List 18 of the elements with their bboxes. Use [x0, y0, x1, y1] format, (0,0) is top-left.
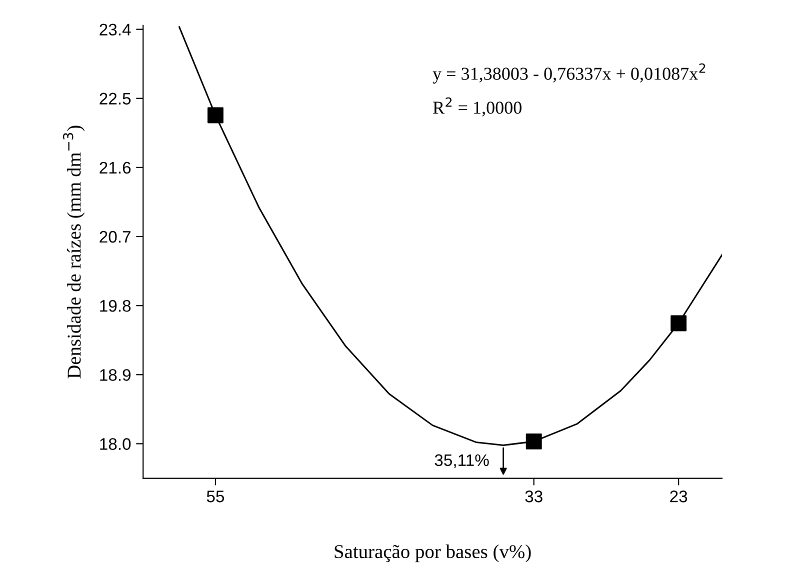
point	[207, 107, 224, 124]
y-axis-title: Densidade de raízes (mm dm$^{−3}$)	[63, 126, 85, 378]
annotation: 35,11%	[434, 454, 489, 468]
y-tick-label: 23.4	[100, 24, 131, 36]
x-tick-label: 55	[206, 490, 224, 502]
x-axis-title: Saturação por bases (v%)	[334, 544, 531, 562]
x-tick-label: 33	[525, 490, 542, 502]
y-tick-label: 21.6	[100, 162, 131, 174]
annotation: R$^{2}$ = 1,0000	[433, 97, 522, 116]
y-tick-label: 18.0	[100, 438, 131, 450]
x-tick-label: 23	[670, 490, 688, 502]
y-tick-label: 20.7	[100, 230, 130, 243]
y-tick-label: 19.8	[100, 300, 131, 312]
point	[526, 433, 542, 450]
annotation: y = 31,38003 - 0,76337x + 0,01087x$^{2}$	[432, 63, 706, 84]
point	[670, 315, 687, 332]
y-tick-label: 18.9	[100, 369, 131, 381]
y-tick-label: 22.5	[100, 92, 131, 105]
